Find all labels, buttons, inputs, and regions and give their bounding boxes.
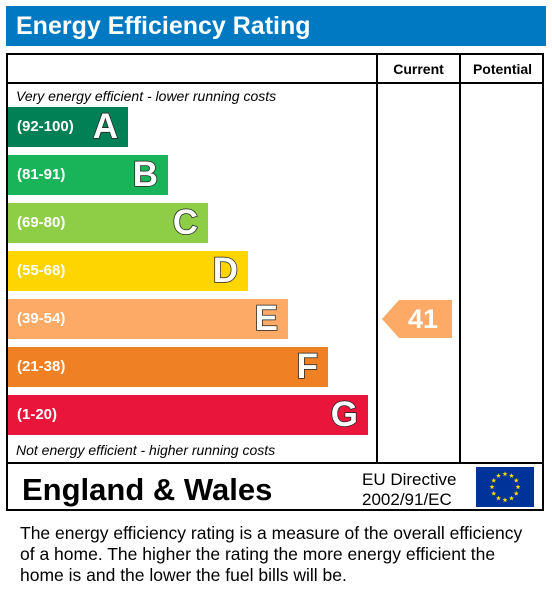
eu-star-icon: [489, 484, 495, 490]
eu-star-icon: [515, 484, 521, 490]
band-e: (39-54) E: [8, 298, 288, 339]
band-letter-label: F: [296, 346, 319, 387]
page-title: Energy Efficiency Rating: [16, 12, 311, 40]
band-letter-label: D: [212, 250, 239, 291]
eu-star-icon: [502, 497, 508, 503]
eu-directive-line1: EU Directive: [362, 470, 457, 489]
band-f: (21-38) F: [8, 346, 328, 387]
band-letter-label: A: [92, 106, 119, 147]
eu-flag-icon: [476, 467, 534, 507]
eu-star-icon: [496, 473, 501, 478]
potential-column-divider: [459, 53, 461, 464]
band-range-label: (81-91): [17, 166, 66, 183]
band-range-label: (1-20): [17, 406, 58, 423]
band-letter-label: E: [254, 298, 279, 339]
potential-column-header: Potential: [472, 61, 533, 77]
eu-star-icon: [509, 473, 514, 478]
band-a: (92-100) A: [8, 106, 128, 147]
band-range-label: (55-68): [17, 262, 66, 279]
band-range-label: (69-80): [17, 214, 66, 231]
current-rating-arrow-shape: [382, 300, 452, 338]
band-letter-label: B: [132, 154, 159, 195]
eu-star-icon: [513, 477, 519, 483]
band-c: (69-80) C: [8, 202, 208, 243]
band-d: (55-68) D: [8, 250, 248, 291]
eu-stars-icon: [489, 471, 521, 503]
band-g: (1-20) G: [8, 394, 368, 435]
country-label: England & Wales: [22, 472, 273, 507]
rating-table: [6, 53, 544, 511]
eu-star-icon: [502, 471, 508, 477]
band-letter-label: G: [330, 394, 359, 435]
eu-star-icon: [513, 490, 519, 496]
band-range-label: (92-100): [17, 118, 74, 135]
description-text: The energy efficiency rating is a measur…: [20, 523, 523, 585]
bottom-caption: Not energy efficient - higher running co…: [16, 442, 276, 458]
band-range-label: (39-54): [17, 310, 66, 327]
current-column-header: Current: [393, 61, 444, 77]
band-range-label: (21-38): [17, 358, 66, 375]
title-bar: Energy Efficiency Rating: [6, 6, 546, 46]
eu-star-icon: [509, 495, 514, 501]
eu-directive-line2: 2002/91/EC: [362, 490, 452, 509]
current-rating-arrow: 41: [382, 300, 452, 343]
eu-star-icon: [491, 477, 497, 483]
header-divider: [6, 82, 544, 84]
current-column-divider: [376, 53, 378, 464]
eu-directive: EU Directive 2002/91/EC: [362, 470, 456, 510]
eu-star-icon: [496, 495, 501, 501]
band-b: (81-91) B: [8, 154, 168, 195]
top-caption: Very energy efficient - lower running co…: [16, 88, 277, 104]
eu-star-icon: [491, 490, 497, 496]
footer-divider: [6, 462, 544, 464]
band-letter-label: C: [172, 202, 199, 243]
current-rating-value: 41: [407, 304, 439, 334]
